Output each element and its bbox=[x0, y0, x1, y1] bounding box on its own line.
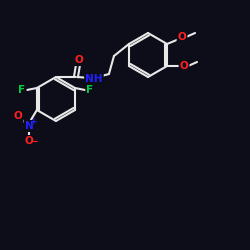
Text: F: F bbox=[18, 85, 26, 95]
Text: O: O bbox=[24, 136, 33, 146]
Text: O: O bbox=[178, 32, 186, 42]
Text: O: O bbox=[14, 111, 22, 121]
Text: −: − bbox=[30, 138, 38, 146]
Text: N: N bbox=[24, 121, 33, 131]
Text: F: F bbox=[86, 85, 94, 95]
Text: +: + bbox=[30, 116, 38, 126]
Text: O: O bbox=[180, 61, 188, 71]
Text: O: O bbox=[74, 55, 83, 65]
Text: NH: NH bbox=[85, 74, 103, 84]
